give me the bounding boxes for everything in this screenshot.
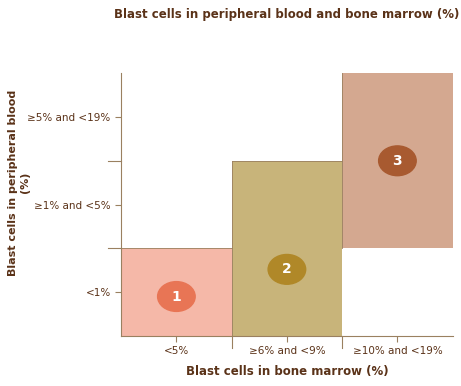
Text: 3: 3 [393, 154, 402, 168]
X-axis label: Blast cells in bone marrow (%): Blast cells in bone marrow (%) [186, 365, 388, 378]
Bar [121, 248, 231, 336]
Bar [342, 73, 453, 248]
Y-axis label: Blast cells in peripheral blood
(%): Blast cells in peripheral blood (%) [8, 90, 30, 276]
Title: Blast cells in peripheral blood and bone marrow (%): Blast cells in peripheral blood and bone… [114, 8, 460, 21]
Text: 2: 2 [282, 262, 292, 276]
Circle shape [158, 282, 195, 312]
Bar [231, 161, 342, 336]
Circle shape [378, 146, 416, 176]
Circle shape [268, 254, 306, 284]
Text: 1: 1 [171, 290, 181, 303]
